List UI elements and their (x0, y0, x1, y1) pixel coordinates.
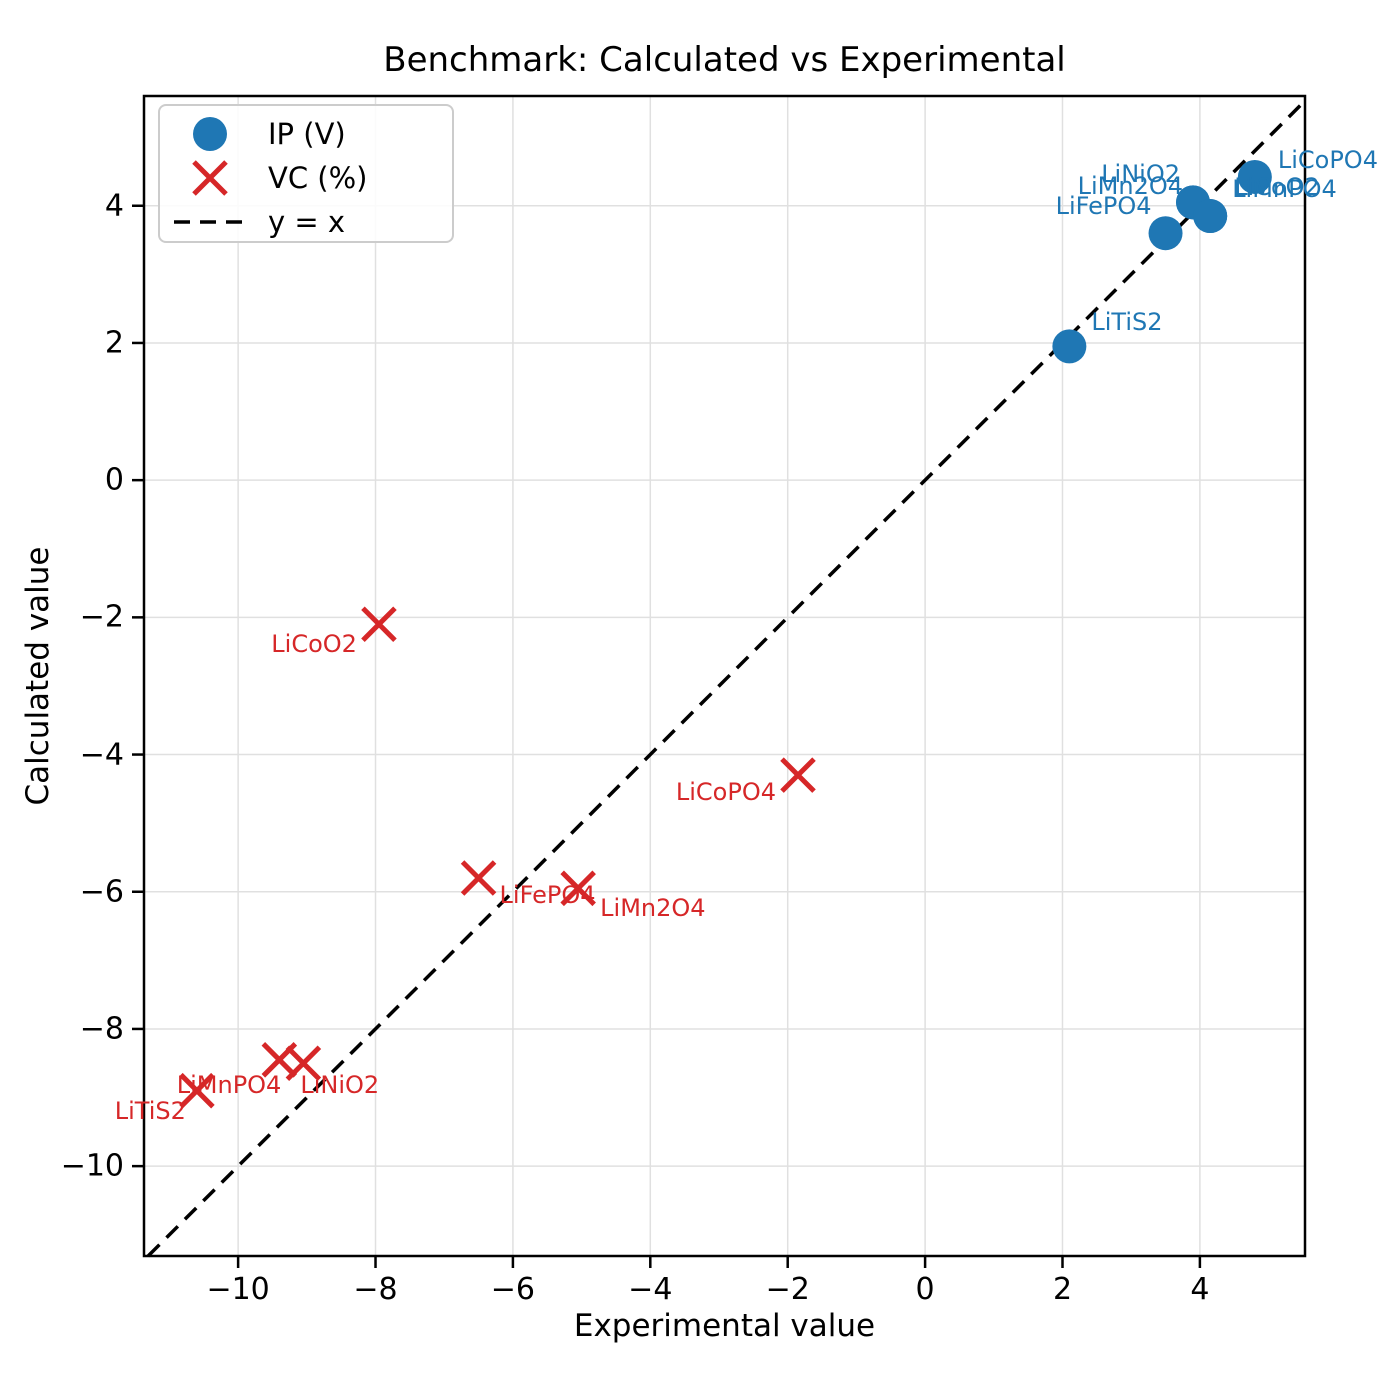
point-label-LiNiO2: LiNiO2 (1101, 160, 1181, 189)
data-point-vc-LiCoPO4 (780, 757, 816, 793)
point-label-LiMnPO4: LiMnPO4 (176, 1070, 282, 1099)
x-tick-label-0: 0 (915, 1272, 935, 1307)
legend-label-identity: y = x (268, 205, 346, 239)
legend: IP (V) VC (%) y = x (158, 104, 454, 243)
data-point-vc-LiCoO2 (361, 606, 397, 642)
point-label-LiTiS2: LiTiS2 (114, 1096, 186, 1125)
data-point-vc-LiNiO2 (285, 1045, 322, 1082)
x-tick-label-2: 2 (1052, 1272, 1073, 1307)
x-tick-label--10: −10 (206, 1272, 270, 1307)
legend-item-ip: IP (V) (170, 112, 442, 156)
y-tick-label-0: 0 (104, 462, 124, 498)
point-label-LiCoPO4: LiCoPO4 (1277, 145, 1378, 174)
axes-spines (142, 94, 1307, 1258)
x-marker-icon (170, 156, 250, 200)
x-tick-label--2: −2 (765, 1272, 810, 1307)
data-point-ipv-LiTiS2 (1052, 329, 1087, 364)
circle-marker-icon (170, 112, 250, 156)
point-label-LiNiO2: LiNiO2 (300, 1071, 380, 1100)
y-axis-label: Calculated value (20, 546, 56, 806)
y-tick-label--2: −2 (79, 599, 124, 635)
point-label-LiMn2O4: LiMn2O4 (600, 894, 706, 923)
point-label-LiMn2O4: LiMn2O4 (1077, 172, 1184, 201)
y-tick-label--6: −6 (79, 874, 124, 910)
data-point-ipv-LiMnPO4 (1193, 199, 1228, 234)
y-tick-label--10: −10 (60, 1148, 124, 1184)
point-label-LiCoO2: LiCoO2 (271, 630, 357, 659)
point-label-LiMnPO4: LiMnPO4 (1232, 175, 1337, 204)
data-point-vc-LiMn2O4 (560, 870, 596, 907)
x-tick-label--6: −6 (490, 1272, 536, 1307)
x-tick-label--8: −8 (353, 1272, 398, 1307)
point-label-LiCoO2: LiCoO2 (1234, 173, 1320, 202)
x-tick-label-4: 4 (1190, 1272, 1210, 1307)
x-axis-label: Experimental value (573, 1308, 876, 1344)
point-label-LiFePO4: LiFePO4 (499, 881, 596, 910)
y-tick-label--4: −4 (79, 737, 124, 773)
point-label-LiCoPO4: LiCoPO4 (675, 778, 776, 807)
point-label-LiFePO4: LiFePO4 (1055, 192, 1152, 221)
dashed-line-icon (170, 200, 250, 244)
identity-line (146, 99, 1307, 1258)
data-point-ipv-LiFePO4 (1148, 216, 1183, 251)
legend-label-ip: IP (V) (268, 117, 346, 151)
y-tick-label--8: −8 (79, 1011, 124, 1047)
y-tick-label-4: 4 (104, 188, 124, 224)
data-point-vc-LiFePO4 (460, 860, 497, 896)
legend-item-identity-line: y = x (170, 200, 442, 244)
data-point-ipv-LiCoPO4 (1237, 159, 1272, 194)
x-tick-label--4: −4 (628, 1272, 673, 1307)
point-label-LiTiS2: LiTiS2 (1091, 308, 1163, 337)
legend-label-vc: VC (%) (268, 161, 368, 195)
legend-item-vc: VC (%) (170, 156, 442, 200)
data-point-vc-LiTiS2 (179, 1072, 215, 1109)
chart-title: Benchmark: Calculated vs Experimental (383, 40, 1066, 80)
y-tick-label-2: 2 (104, 325, 124, 361)
